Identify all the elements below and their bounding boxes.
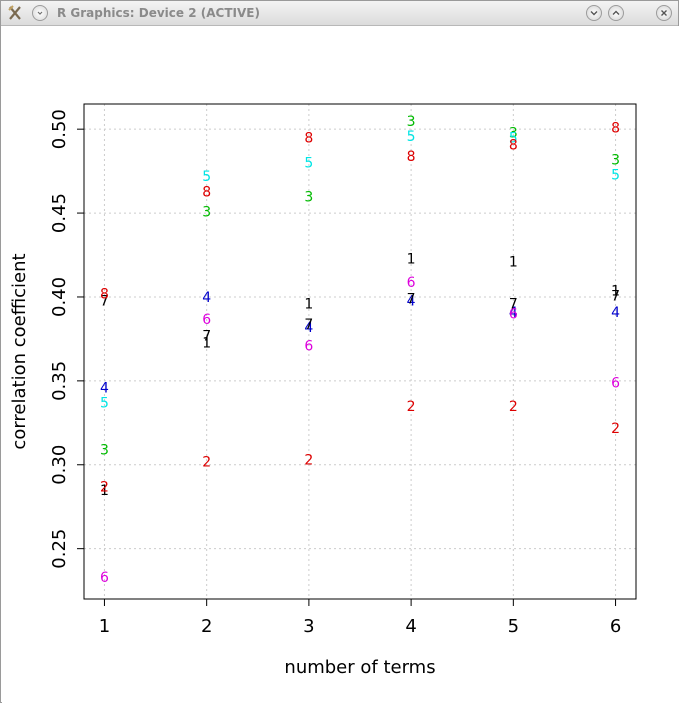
- data-point-series-3: 3: [100, 443, 109, 459]
- y-axis-label: correlation coefficient: [9, 253, 30, 449]
- y-tick-label: 0.50: [49, 109, 70, 149]
- menu-icon[interactable]: [32, 5, 48, 21]
- y-tick-label: 0.30: [49, 445, 70, 485]
- data-point-series-7: 7: [611, 288, 620, 304]
- data-point-series-4: 4: [202, 290, 211, 306]
- data-point-series-2: 2: [202, 454, 211, 470]
- data-point-series-4: 4: [304, 320, 313, 336]
- data-point-series-8: 8: [304, 131, 313, 147]
- data-point-series-6: 6: [611, 376, 620, 392]
- data-point-series-1: 1: [611, 283, 620, 299]
- data-point-series-7: 7: [304, 317, 313, 333]
- data-point-series-6: 6: [304, 339, 313, 355]
- window-title: R Graphics: Device 2 (ACTIVE): [57, 6, 260, 20]
- x-tick-label: 1: [99, 616, 110, 637]
- y-tick-label: 0.40: [49, 277, 70, 317]
- data-point-series-6: 6: [100, 570, 109, 586]
- x-tick-label: 5: [508, 616, 519, 637]
- data-point-series-6: 6: [509, 307, 518, 323]
- data-point-series-4: 4: [407, 293, 416, 309]
- data-point-series-1: 1: [304, 297, 313, 313]
- data-point-series-7: 7: [407, 292, 416, 308]
- data-point-series-8: 8: [202, 184, 211, 200]
- data-point-series-2: 2: [611, 421, 620, 437]
- data-point-series-2: 2: [304, 453, 313, 469]
- data-point-series-2: 2: [509, 399, 518, 415]
- data-point-series-2: 2: [100, 480, 109, 496]
- data-point-series-1: 1: [407, 251, 416, 267]
- x-axis-label: number of terms: [284, 657, 435, 678]
- data-point-series-8: 8: [100, 287, 109, 303]
- x-tick-label: 6: [610, 616, 621, 637]
- data-point-series-4: 4: [509, 305, 518, 321]
- grid: [84, 104, 636, 599]
- x-tick-label: 3: [303, 616, 314, 637]
- data-point-series-8: 8: [407, 149, 416, 165]
- data-point-series-5: 5: [509, 131, 518, 147]
- data-point-series-7: 7: [509, 297, 518, 313]
- data-point-series-8: 8: [509, 137, 518, 153]
- data-point-series-5: 5: [202, 169, 211, 185]
- data-point-series-7: 7: [100, 293, 109, 309]
- y-tick-label: 0.35: [49, 361, 70, 401]
- close-icon[interactable]: [656, 5, 672, 21]
- axes: 1 2 3 4 5 60.250.300.350.400.450.50: [49, 109, 621, 637]
- y-tick-label: 0.45: [49, 193, 70, 233]
- data-point-series-3: 3: [304, 189, 313, 205]
- data-point-series-8: 8: [611, 120, 620, 136]
- app-icon[interactable]: [7, 5, 23, 21]
- data-point-series-7: 7: [202, 329, 211, 345]
- x-tick-label: 2: [201, 616, 212, 637]
- data-point-series-3: 3: [509, 126, 518, 142]
- data-point-series-5: 5: [100, 396, 109, 412]
- data-point-series-1: 1: [509, 255, 518, 271]
- data-point-series-3: 3: [202, 204, 211, 220]
- data-point-series-4: 4: [100, 381, 109, 397]
- data-point-series-1: 1: [100, 483, 109, 499]
- minimize-icon[interactable]: [586, 5, 602, 21]
- data-point-series-3: 3: [407, 114, 416, 130]
- data-point-series-5: 5: [611, 167, 620, 183]
- data-point-series-2: 2: [407, 399, 416, 415]
- title-bar[interactable]: R Graphics: Device 2 (ACTIVE): [1, 1, 678, 26]
- plot-frame: [83, 103, 637, 600]
- data-point-series-1: 1: [202, 335, 211, 351]
- data-point-series-5: 5: [304, 156, 313, 172]
- data-point-series-4: 4: [611, 305, 620, 321]
- y-tick-label: 0.25: [49, 529, 70, 569]
- x-tick-label: 4: [405, 616, 416, 637]
- data-point-series-3: 3: [611, 152, 620, 168]
- data-point-series-6: 6: [202, 312, 211, 328]
- data-point-series-6: 6: [407, 275, 416, 291]
- data-point-series-5: 5: [407, 129, 416, 145]
- maximize-icon[interactable]: [608, 5, 624, 21]
